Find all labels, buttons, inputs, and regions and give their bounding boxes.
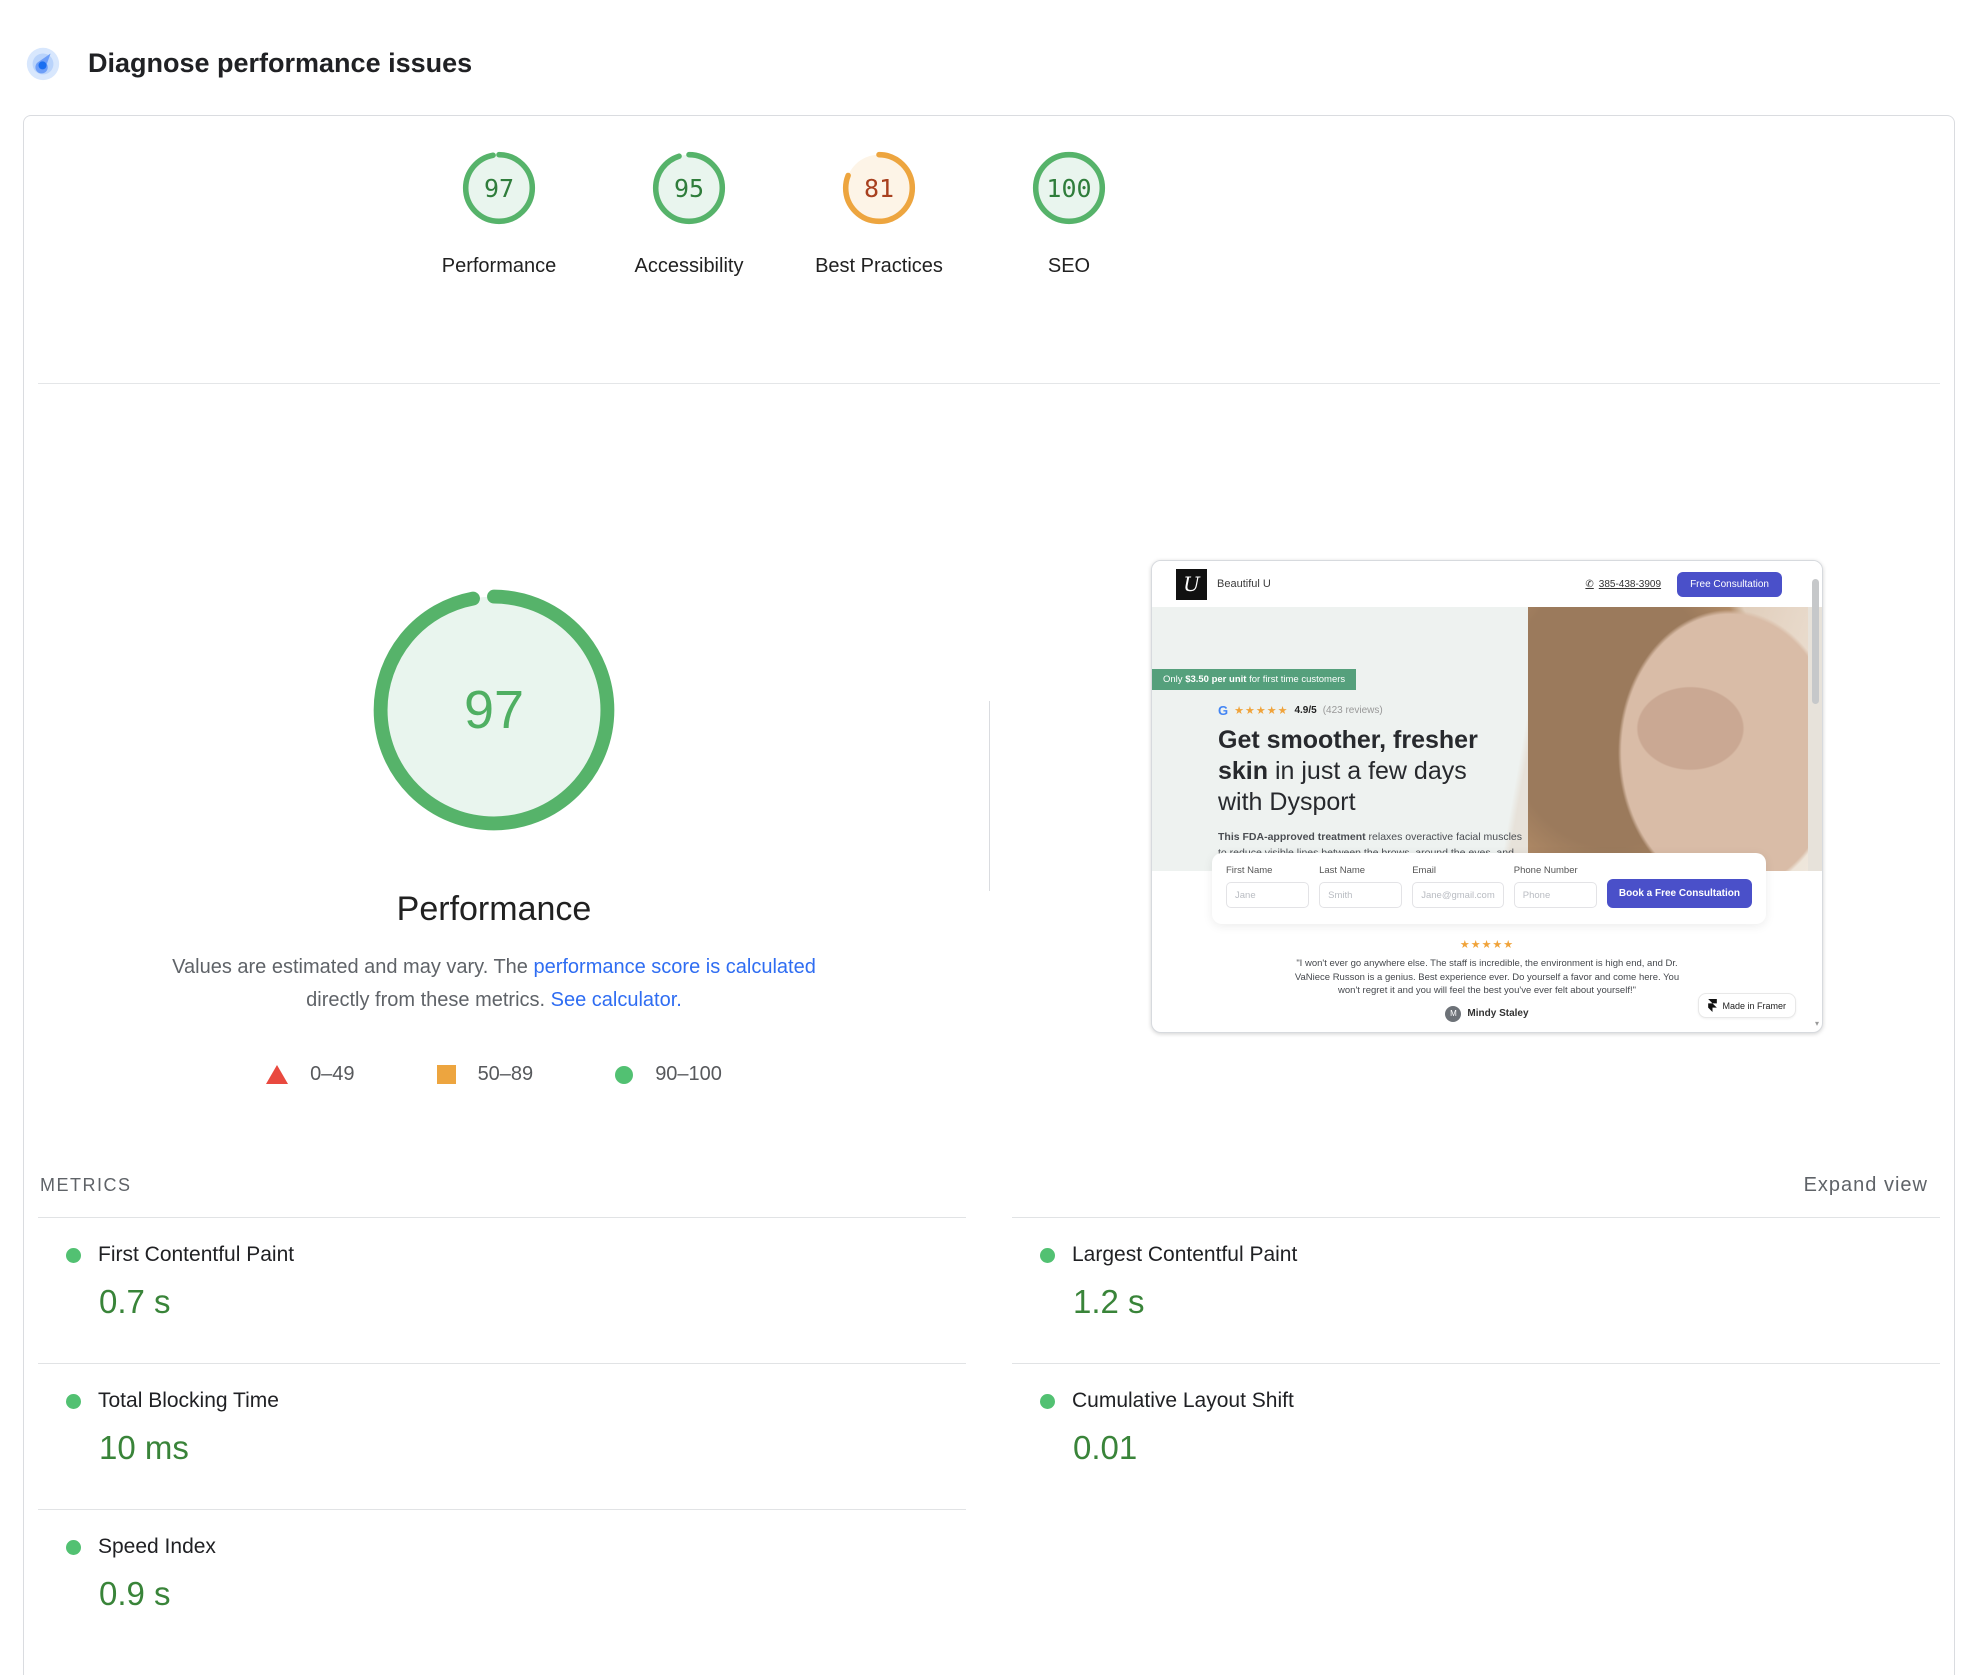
page-screenshot-thumbnail[interactable]: U Beautiful U ✆ 385-438-3909 Free Consult… bbox=[1151, 560, 1823, 1033]
form-field-last-name: Last Name Smith bbox=[1319, 865, 1403, 908]
site-brand: Beautiful U bbox=[1217, 578, 1271, 590]
score-seo[interactable]: 100 SEO bbox=[974, 151, 1164, 278]
legend-pass: 90–100 bbox=[615, 1063, 722, 1086]
consultation-form: First Name Jane Last Name Smith Email Ja… bbox=[1212, 853, 1766, 924]
average-square-icon bbox=[436, 1065, 456, 1084]
scrollbar-thumb bbox=[1812, 579, 1819, 704]
framer-icon bbox=[1708, 999, 1718, 1012]
testimonial-author: Mindy Staley bbox=[1467, 1008, 1529, 1019]
form-field-phone: Phone Number Phone bbox=[1513, 865, 1597, 908]
made-in-framer-badge: Made in Framer bbox=[1698, 993, 1796, 1018]
legend-average: 50–89 bbox=[436, 1063, 534, 1086]
last-name-input: Smith bbox=[1319, 882, 1403, 908]
page-header: Diagnose performance issues bbox=[0, 0, 1978, 82]
avatar: M bbox=[1445, 1005, 1462, 1022]
site-logo: U bbox=[1176, 568, 1207, 600]
score-label: Accessibility bbox=[634, 255, 744, 277]
score-label: SEO bbox=[1047, 255, 1091, 277]
form-field-first-name: First Name Jane bbox=[1226, 865, 1310, 908]
gauge-performance: 97 bbox=[462, 151, 536, 225]
metrics-column-left: First Contentful Paint 0.7 s Total Block… bbox=[38, 1217, 966, 1655]
google-rating: G ★★★★★ 4.9/5 (423 reviews) bbox=[1218, 703, 1383, 718]
pass-dot-icon bbox=[1040, 1247, 1055, 1263]
metric-total-blocking-time: Total Blocking Time 10 ms bbox=[38, 1363, 966, 1509]
score-label: Best Practices bbox=[815, 255, 943, 277]
metric-value: 10 ms bbox=[99, 1429, 189, 1466]
score-best-practices[interactable]: 81 Best Practices bbox=[784, 151, 974, 278]
pass-dot-icon bbox=[66, 1247, 81, 1263]
pass-dot-icon bbox=[66, 1393, 81, 1409]
hero-photo bbox=[1528, 607, 1808, 871]
legend-fail: 0–49 bbox=[266, 1063, 355, 1086]
metrics-title: METRICS bbox=[40, 1175, 132, 1195]
performance-gauge-pane: 97 Performance Values are estimated and … bbox=[24, 384, 964, 1086]
report-card: 97 Performance 95 Accessibility 81 bbox=[23, 115, 1955, 1675]
performance-summary-section: 97 Performance Values are estimated and … bbox=[24, 384, 1954, 1138]
email-input: Jane@gmail.com bbox=[1412, 882, 1504, 908]
divider bbox=[38, 383, 1940, 384]
score-description: Values are estimated and may vary. The p… bbox=[144, 951, 844, 1017]
metric-value: 1.2 s bbox=[1073, 1283, 1145, 1320]
scroll-down-icon: ▾ bbox=[1814, 1019, 1819, 1028]
metric-speed-index: Speed Index 0.9 s bbox=[38, 1509, 966, 1655]
metrics-header: METRICS Expand view bbox=[24, 1138, 1954, 1217]
page-title: Diagnose performance issues bbox=[88, 47, 473, 78]
thumb-hero: Only $3.50 per unit for first time custo… bbox=[1152, 607, 1822, 875]
metric-value: 0.9 s bbox=[99, 1575, 171, 1612]
score-label: Performance bbox=[441, 255, 557, 277]
description-text: Values are estimated and may vary. The bbox=[172, 956, 534, 978]
pass-dot-icon bbox=[66, 1539, 81, 1555]
metric-first-contentful-paint: First Contentful Paint 0.7 s bbox=[38, 1217, 966, 1363]
score-legend: 0–49 50–89 90–100 bbox=[266, 1063, 722, 1086]
expand-view-button[interactable]: Expand view bbox=[1803, 1174, 1928, 1196]
phone-icon: ✆ bbox=[1585, 578, 1594, 590]
site-nav-button: Free Consultation bbox=[1677, 571, 1782, 597]
see-calculator-link[interactable]: See calculator. bbox=[550, 989, 682, 1011]
metric-largest-contentful-paint: Largest Contentful Paint 1.2 s bbox=[1012, 1217, 1940, 1363]
google-icon: G bbox=[1218, 703, 1229, 718]
first-name-input: Jane bbox=[1226, 882, 1310, 908]
testimonial-stars-icon: ★★★★★ bbox=[1459, 939, 1515, 951]
pass-circle-icon bbox=[615, 1065, 634, 1084]
gauge-seo: 100 bbox=[1032, 151, 1106, 225]
metric-value: 0.01 bbox=[1073, 1429, 1138, 1466]
testimonial-section: ★★★★★ "I won't ever go anywhere else. Th… bbox=[1152, 938, 1822, 1022]
metrics-grid: First Contentful Paint 0.7 s Total Block… bbox=[24, 1217, 1954, 1655]
book-consultation-button: Book a Free Consultation bbox=[1606, 879, 1752, 908]
pass-dot-icon bbox=[1040, 1393, 1055, 1409]
metrics-column-right: Largest Contentful Paint 1.2 s Cumulativ… bbox=[1012, 1217, 1940, 1655]
form-field-email: Email Jane@gmail.com bbox=[1412, 865, 1504, 908]
stars-icon: ★★★★★ bbox=[1234, 705, 1289, 717]
speedometer-icon bbox=[26, 47, 60, 81]
metric-cumulative-layout-shift: Cumulative Layout Shift 0.01 bbox=[1012, 1363, 1940, 1509]
phone-input: Phone bbox=[1513, 882, 1597, 908]
fail-triangle-icon bbox=[266, 1065, 289, 1084]
legend-range: 50–89 bbox=[477, 1063, 534, 1085]
metric-value: 0.7 s bbox=[99, 1283, 171, 1320]
score-performance[interactable]: 97 Performance bbox=[404, 151, 594, 278]
legend-range: 90–100 bbox=[655, 1063, 722, 1085]
gauge-best-practices: 81 bbox=[842, 151, 916, 225]
score-accessibility[interactable]: 95 Accessibility bbox=[594, 151, 784, 278]
description-text: directly from these metrics. bbox=[306, 989, 551, 1011]
gauge-accessibility: 95 bbox=[652, 151, 726, 225]
thumb-scrollbar: ▾ bbox=[1810, 565, 1819, 1028]
category-scores-row: 97 Performance 95 Accessibility 81 bbox=[404, 116, 1954, 278]
legend-range: 0–49 bbox=[310, 1063, 355, 1085]
testimonial-quote: "I won't ever go anywhere else. The staf… bbox=[1294, 958, 1680, 996]
performance-heading: Performance bbox=[396, 890, 592, 928]
performance-big-gauge: 97 bbox=[368, 584, 620, 836]
vertical-divider bbox=[989, 701, 990, 891]
promo-banner: Only $3.50 per unit for first time custo… bbox=[1152, 669, 1357, 690]
thumb-topbar: U Beautiful U ✆ 385-438-3909 Free Consult… bbox=[1152, 561, 1822, 607]
hero-headline: Get smoother, fresher skin in just a few… bbox=[1218, 726, 1478, 816]
calculated-link[interactable]: performance score is calculated bbox=[533, 956, 816, 978]
site-phone: ✆ 385-438-3909 bbox=[1585, 578, 1662, 590]
